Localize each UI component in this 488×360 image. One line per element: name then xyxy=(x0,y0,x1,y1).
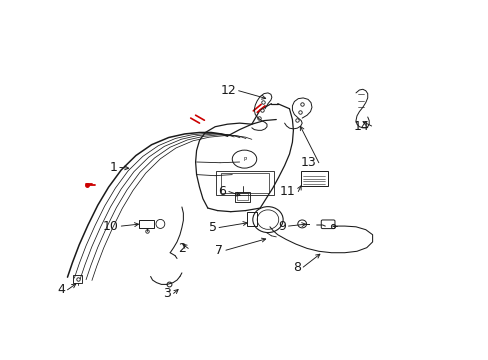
Text: 14: 14 xyxy=(353,120,368,132)
Bar xyxy=(139,220,154,228)
Bar xyxy=(73,275,82,283)
Text: 3: 3 xyxy=(163,287,171,300)
Text: 7: 7 xyxy=(215,244,223,257)
Text: 4: 4 xyxy=(57,283,65,296)
Text: 11: 11 xyxy=(280,185,295,198)
Text: 5: 5 xyxy=(208,221,216,234)
Text: 10: 10 xyxy=(103,220,119,233)
Bar xyxy=(236,193,248,200)
Bar xyxy=(216,171,273,195)
Bar xyxy=(246,212,256,226)
Text: 6: 6 xyxy=(218,185,226,198)
Bar xyxy=(221,173,268,193)
Text: 8: 8 xyxy=(292,261,300,274)
Text: 12: 12 xyxy=(220,84,236,97)
Bar xyxy=(300,171,327,186)
Text: 2: 2 xyxy=(178,242,185,255)
Text: 13: 13 xyxy=(300,156,316,169)
Bar xyxy=(234,192,250,202)
Text: P: P xyxy=(244,157,246,162)
Text: 9: 9 xyxy=(278,220,285,233)
Text: 1: 1 xyxy=(109,161,117,174)
